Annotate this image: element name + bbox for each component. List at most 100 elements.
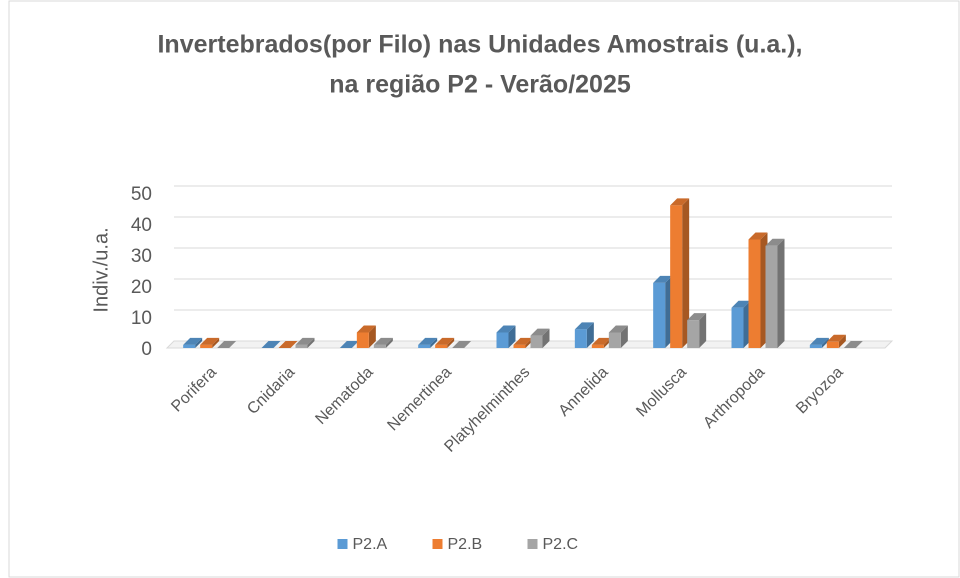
y-tick-label: 40 bbox=[131, 215, 152, 236]
y-axis-label: Indiv./u.a. bbox=[90, 227, 112, 312]
bar-face bbox=[430, 337, 438, 348]
bar-face bbox=[586, 322, 594, 348]
bar-face bbox=[435, 344, 448, 348]
y-tick-label: 20 bbox=[131, 277, 152, 298]
bar bbox=[653, 275, 673, 348]
bar-face bbox=[385, 337, 393, 348]
bar bbox=[809, 337, 829, 348]
bar-face bbox=[373, 344, 386, 348]
bar-face bbox=[591, 344, 604, 348]
legend-swatch bbox=[337, 539, 348, 549]
bar bbox=[608, 325, 628, 348]
bar bbox=[765, 238, 785, 348]
bar-face bbox=[620, 325, 628, 348]
bar bbox=[356, 325, 376, 348]
bar-face bbox=[826, 341, 839, 348]
legend-swatch bbox=[432, 539, 443, 549]
bar-face bbox=[838, 334, 846, 348]
legend-label: P2.B bbox=[448, 536, 483, 553]
bar-face bbox=[508, 325, 516, 348]
bar-face bbox=[278, 341, 298, 348]
bar bbox=[339, 341, 359, 348]
bar bbox=[418, 337, 438, 348]
bar-face bbox=[653, 282, 666, 348]
bar-face bbox=[307, 337, 315, 348]
bar bbox=[496, 325, 516, 348]
bar-face bbox=[809, 344, 822, 348]
bar-face bbox=[447, 337, 455, 348]
y-tick-label: 0 bbox=[141, 339, 152, 360]
bar-face bbox=[212, 337, 220, 348]
legend-label: P2.A bbox=[353, 536, 388, 553]
bar-face bbox=[217, 341, 237, 348]
bar-face bbox=[183, 344, 196, 348]
bar-face bbox=[513, 337, 533, 345]
bar-face bbox=[373, 337, 393, 345]
bar-face bbox=[452, 341, 472, 348]
bar bbox=[687, 313, 707, 348]
bar-face bbox=[670, 205, 683, 348]
bar-face bbox=[200, 344, 213, 348]
bar bbox=[574, 322, 594, 348]
bar-face bbox=[418, 337, 438, 345]
bar-face bbox=[608, 325, 628, 333]
bar-face bbox=[731, 300, 751, 308]
bar-face bbox=[748, 232, 768, 240]
bar bbox=[278, 341, 298, 348]
bar bbox=[670, 198, 690, 348]
bar-face bbox=[591, 337, 611, 345]
bar bbox=[530, 328, 550, 348]
bar bbox=[261, 341, 281, 348]
bar-face bbox=[574, 329, 587, 348]
bar-face bbox=[826, 334, 846, 342]
bar-face bbox=[339, 341, 359, 348]
bar bbox=[435, 337, 455, 348]
bar-face bbox=[195, 337, 203, 348]
bar-face bbox=[809, 337, 829, 345]
bar-face bbox=[682, 198, 690, 348]
bar-face bbox=[496, 332, 509, 348]
bar-face bbox=[261, 341, 281, 348]
bar-face bbox=[687, 320, 700, 348]
bar-face bbox=[731, 307, 744, 348]
bar-face bbox=[843, 341, 863, 348]
y-tick-label: 50 bbox=[131, 184, 152, 205]
bar-face bbox=[699, 313, 707, 348]
bar bbox=[200, 337, 220, 348]
bar-face bbox=[530, 328, 550, 336]
bar-face bbox=[821, 337, 829, 348]
bar bbox=[183, 337, 203, 348]
bar bbox=[731, 300, 751, 348]
bar-face bbox=[513, 344, 526, 348]
bar-face bbox=[368, 325, 376, 348]
chart-title: Invertebrados(por Filo) nas Unidades Amo… bbox=[157, 31, 802, 59]
bar-face bbox=[777, 238, 785, 348]
chart-title: na região P2 - Verão/2025 bbox=[329, 71, 631, 99]
bar-face bbox=[295, 344, 308, 348]
bar bbox=[217, 341, 237, 348]
bar-face bbox=[435, 337, 455, 345]
bar-face bbox=[200, 337, 220, 345]
bar bbox=[843, 341, 863, 348]
bar-face bbox=[765, 238, 785, 246]
bar bbox=[373, 337, 393, 348]
bar bbox=[826, 334, 846, 348]
bar-face bbox=[496, 325, 516, 333]
bar-face bbox=[530, 335, 543, 348]
bar-face bbox=[670, 198, 690, 206]
bar-face bbox=[542, 328, 550, 348]
bar-face bbox=[687, 313, 707, 321]
bar-face bbox=[608, 332, 621, 348]
bar bbox=[295, 337, 315, 348]
y-tick-label: 30 bbox=[131, 246, 152, 267]
bar-face bbox=[418, 344, 431, 348]
bar bbox=[452, 341, 472, 348]
bar-face bbox=[574, 322, 594, 330]
bar-face bbox=[295, 337, 315, 345]
y-tick-label: 10 bbox=[131, 308, 152, 329]
bar-face bbox=[653, 275, 673, 283]
bar-face bbox=[748, 239, 761, 348]
bar bbox=[748, 232, 768, 348]
bar-face bbox=[765, 245, 778, 348]
